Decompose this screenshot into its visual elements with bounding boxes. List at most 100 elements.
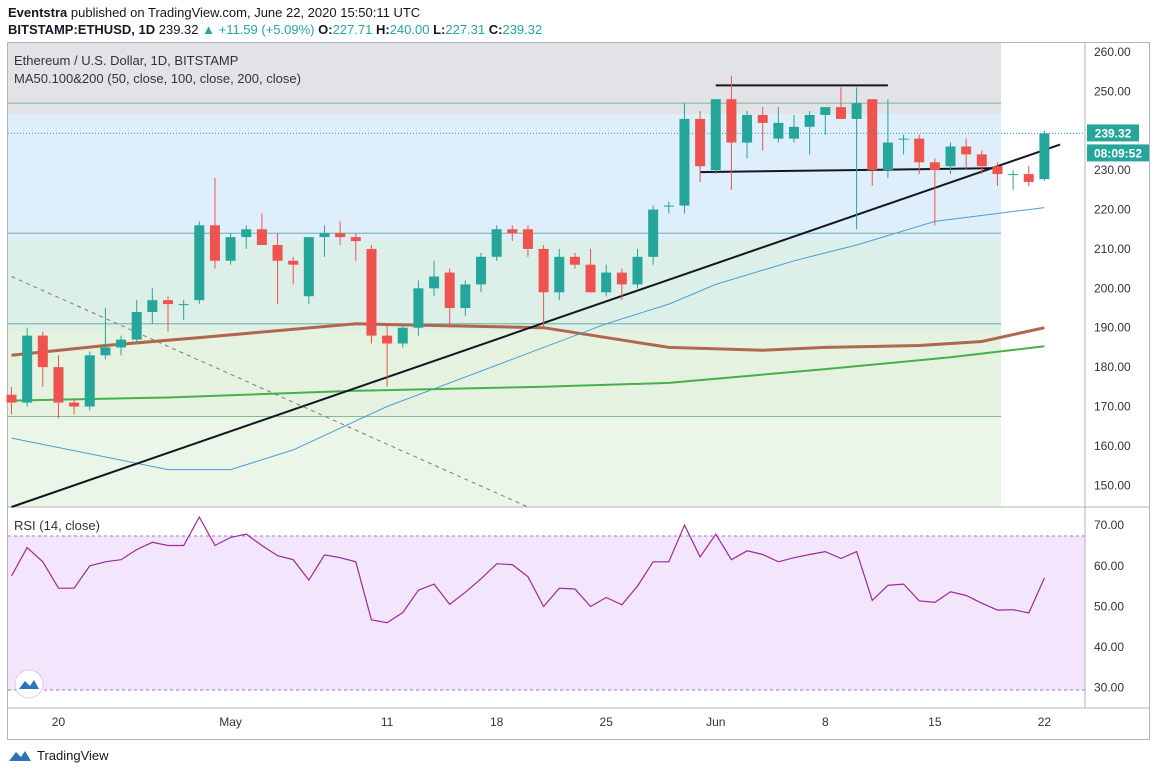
candle-body xyxy=(507,229,518,234)
candle-body xyxy=(1008,174,1019,176)
price-tick-label: 210.00 xyxy=(1094,242,1131,256)
candle-body xyxy=(679,118,690,206)
candle-body xyxy=(413,288,424,328)
candle-body xyxy=(726,99,737,143)
candle-body xyxy=(632,256,643,285)
rsi-tick-label: 70.00 xyxy=(1094,518,1124,532)
time-tick-label: 20 xyxy=(52,715,66,729)
pane-title: Ethereum / U.S. Dollar, 1D, BITSTAMP xyxy=(14,53,239,68)
countdown-tag: 08:09:52 xyxy=(1094,146,1142,160)
candle-body xyxy=(773,122,784,139)
rsi-band xyxy=(8,536,1085,690)
price-tag: 239.32 xyxy=(1095,126,1132,140)
candle-body xyxy=(992,166,1003,175)
candle-body xyxy=(710,99,721,171)
candle-body xyxy=(22,335,33,403)
rsi-tick-label: 40.00 xyxy=(1094,640,1124,654)
published-text: published on TradingView.com, June 22, 2… xyxy=(70,5,421,20)
candle-body xyxy=(929,162,940,171)
time-tick-label: 22 xyxy=(1038,715,1052,729)
candle-body xyxy=(1023,174,1034,182)
time-tick-label: 25 xyxy=(600,715,614,729)
candle-body xyxy=(272,244,283,261)
candle-body xyxy=(554,256,565,293)
candle-body xyxy=(898,138,909,140)
close-value: 239.32 xyxy=(502,22,543,37)
candle-body xyxy=(820,107,831,115)
candle-body xyxy=(444,272,455,309)
open-label: O: xyxy=(318,22,333,37)
candle-body xyxy=(429,276,440,289)
candle-body xyxy=(116,339,127,348)
high-label: H: xyxy=(375,22,390,37)
time-tick-label: May xyxy=(219,715,242,729)
candle-body xyxy=(256,229,267,245)
price-tick-label: 150.00 xyxy=(1094,478,1131,492)
publish-info: Eventstra published on TradingView.com, … xyxy=(8,5,420,20)
candle-body xyxy=(663,205,674,207)
price-tick-label: 160.00 xyxy=(1094,439,1131,453)
candle-body xyxy=(163,300,173,305)
rsi-line xyxy=(10,515,1045,624)
green-zone-upper xyxy=(8,330,1001,417)
candle-body xyxy=(742,114,753,143)
high-value: 240.00 xyxy=(389,22,430,37)
last-price-text: 239.32 xyxy=(158,22,199,37)
candle-body xyxy=(976,154,987,167)
price-tick-label: 180.00 xyxy=(1094,360,1131,374)
ma-indicator-label: MA50.100&200 (50, close, 100, close, 200… xyxy=(14,71,301,86)
candle-body xyxy=(695,118,706,167)
candle-body xyxy=(460,284,471,309)
candle-body xyxy=(522,229,533,249)
price-tag-box xyxy=(1087,124,1139,142)
open-value: 227.71 xyxy=(332,22,373,37)
low-label: L: xyxy=(433,22,446,37)
price-tick-label: 230.00 xyxy=(1094,163,1131,177)
rsi-indicator-label: RSI (14, close) xyxy=(14,518,100,533)
chart-frame xyxy=(7,42,1150,740)
footer-brand: TradingView xyxy=(37,747,109,763)
candle-body xyxy=(350,237,361,242)
gray-zone xyxy=(8,43,1001,114)
candle-body xyxy=(241,229,252,238)
candle-body xyxy=(616,272,627,285)
candle-body xyxy=(867,99,878,171)
time-tick-label: 18 xyxy=(490,715,504,729)
candle-body xyxy=(569,256,580,265)
candle-body xyxy=(335,233,346,238)
candle-body xyxy=(303,237,314,297)
trendline xyxy=(11,276,529,508)
candle-body xyxy=(366,248,377,336)
candle-body xyxy=(69,402,80,407)
candle-body xyxy=(835,107,846,119)
price-tick-label: 250.00 xyxy=(1094,84,1131,98)
trendline xyxy=(11,143,1061,508)
candle-body xyxy=(178,304,189,306)
trendline xyxy=(700,167,998,174)
candle-body xyxy=(37,335,48,368)
candle-body xyxy=(538,248,549,293)
candle-body xyxy=(1039,133,1050,180)
low-value: 227.31 xyxy=(445,22,486,37)
candle-body xyxy=(851,103,862,119)
candle-body xyxy=(84,355,95,407)
candle-body xyxy=(397,327,408,344)
ma50-line xyxy=(11,207,1045,471)
candle-body xyxy=(382,335,393,344)
tradingview-footer[interactable]: TradingView xyxy=(8,745,109,765)
rsi-tick-label: 50.00 xyxy=(1094,599,1124,613)
time-tick-label: 8 xyxy=(822,715,829,729)
change-text: ▲ +11.59 (+5.09%) xyxy=(202,22,315,37)
candle-body xyxy=(789,126,799,139)
time-tick-label: Jun xyxy=(706,715,725,729)
ma200-line xyxy=(11,345,1045,402)
candle-body xyxy=(100,347,111,356)
time-tick-label: 11 xyxy=(381,715,394,729)
author-name: Eventstra xyxy=(8,5,68,20)
rsi-tick-label: 60.00 xyxy=(1094,559,1124,573)
tradingview-logo-icon xyxy=(9,751,31,761)
countdown-tag-box xyxy=(1087,144,1149,162)
rsi-tick-label: 30.00 xyxy=(1094,681,1124,695)
candle-body xyxy=(225,237,236,261)
